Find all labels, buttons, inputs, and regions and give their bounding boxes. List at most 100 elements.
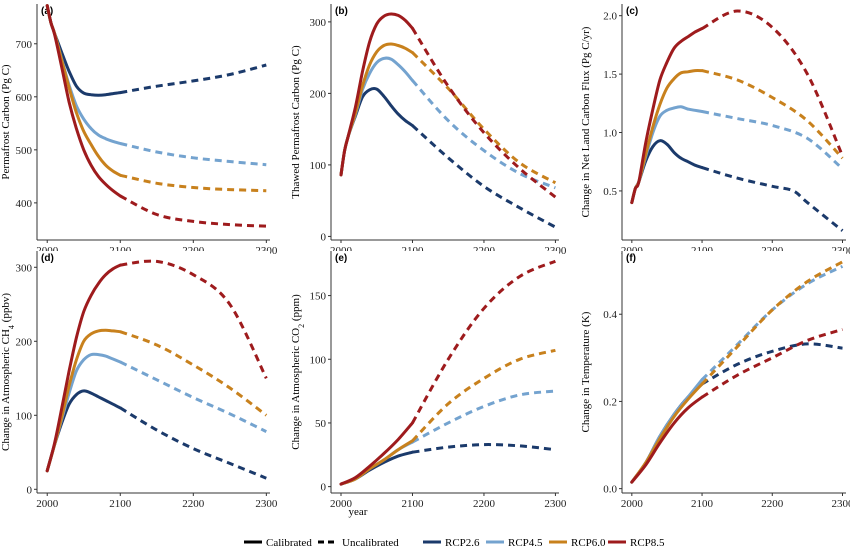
series-lines [45,4,267,228]
series-lines [630,260,844,484]
series-rcp85-uncalibrated-line [411,27,557,199]
series-rcp85-calibrated-line [339,12,414,177]
y-tick-label: 300 [310,17,327,29]
plot-area [331,251,559,493]
y-tick-label: 0.5 [603,186,617,198]
y-tick-label: 0 [321,231,327,243]
panel-tag: (d) [41,253,54,264]
x-tick-label: 2300 [544,498,567,510]
x-tick-label: 2000 [330,498,353,510]
y-tick-label: 0 [27,484,33,496]
panel-tag: (c) [626,6,638,17]
series-rcp85-uncalibrated-line [119,194,267,228]
x-tick-label: 2200 [761,498,784,510]
legend-rcp60-label: RCP6.0 [571,537,606,546]
y-tick-label: 100 [16,410,33,422]
y-tick-label: 100 [310,160,327,172]
series-rcp26-uncalibrated-line [701,342,843,386]
y-tick-label: 0.4 [603,309,617,321]
series-rcp85-uncalibrated-line [701,328,843,399]
series-lines [339,12,557,229]
x-tick-label: 2100 [109,498,132,510]
series-rcp60-uncalibrated-line [411,348,556,442]
series-lines [630,9,844,232]
panel-e: 0 50 100 150 2000 2100 2200 2300 (e) Change in At… [290,251,567,510]
y-tick-label: 50 [315,418,327,430]
series-rcp45-uncalibrated-line [119,142,267,167]
x-axis-label: year [349,506,368,518]
y-axis-label: Change in Atmospheric CO2 (ppm) [290,294,306,450]
series-rcp85-calibrated-line [339,421,414,486]
y-tick-label: 150 [310,291,327,303]
series-lines [339,259,556,486]
plot-area [331,4,559,240]
series-rcp45-uncalibrated-line [411,79,556,190]
panels: 4005006007002000210022002300(a)Permafros… [0,4,850,510]
y-tick-label: 200 [16,336,33,348]
legend-rcp26-label: RCP2.6 [445,537,480,546]
y-tick-label: 100 [310,354,327,366]
y-tick-label: 200 [310,88,327,100]
y-tick-label: 400 [16,198,33,210]
series-rcp26-uncalibrated-line [411,124,557,229]
y-axis-label: Permafrost Carbon (Pg C) [0,64,12,180]
series-rcp85-uncalibrated-line [701,9,844,157]
series-rcp60-uncalibrated-line [119,173,267,193]
series-rcp45-uncalibrated-line [411,389,556,444]
series-rcp85-calibrated-line [630,395,704,484]
y-tick-label: 600 [16,92,33,104]
y-axis-label: Thawed Permafrost Carbon (Pg C) [290,45,302,199]
legend-uncalibrated-label: Uncalibrated [342,537,399,546]
y-tick-label: 0.0 [603,484,617,496]
x-tick-label: 2100 [691,498,714,510]
series-rcp26-uncalibrated-line [119,406,267,480]
panel-a: 4005006007002000210022002300(a)Permafros… [0,4,278,257]
y-axis-label: Change in Temperature (K) [580,311,592,432]
panel-d: 0 100 200 300 2000 2100 2200 2300 (d) Change in A… [0,251,278,510]
panel-tag: (f) [626,253,636,264]
y-tick-label: 1.0 [603,128,617,140]
plot-area [622,251,846,493]
x-tick-label: 2100 [401,498,424,510]
series-lines [45,259,268,480]
y-axis-label: Change in Net Land Carbon Flux (Pg C/yr) [580,26,592,217]
series-rcp26-uncalibrated-line [120,63,267,95]
legend: Calibrated Uncalibrated RCP2.6 RCP4.5 RC… [244,537,665,546]
series-rcp85-calibrated-line [45,4,122,198]
x-tick-label: 2300 [255,498,278,510]
series-rcp60-uncalibrated-line [701,69,844,160]
y-tick-label: 300 [16,262,33,274]
series-rcp45-uncalibrated-line [119,360,267,433]
y-tick-label: 0 [321,482,327,494]
y-tick-label: 700 [16,39,33,51]
x-tick-label: 2200 [182,498,205,510]
series-rcp85-uncalibrated-line [120,259,268,379]
series-rcp60-uncalibrated-line [701,260,844,386]
panel-f: 0.0 0.2 0.4 2000 2100 2200 2300 (f) Change in Te… [580,251,850,510]
plot-area [622,4,846,240]
series-rcp85-calibrated-line [630,27,704,205]
y-tick-label: 2.0 [603,11,617,23]
x-tick-label: 2000 [36,498,59,510]
y-tick-label: 0.2 [603,396,617,408]
x-tick-label: 2000 [621,498,644,510]
series-rcp60-uncalibrated-line [119,330,268,417]
series-rcp26-uncalibrated-line [701,166,844,232]
y-axis-label: Change in Atmospheric CH4 (ppbv) [0,293,16,451]
legend-rcp45-label: RCP4.5 [508,537,543,546]
panel-tag: (e) [335,253,347,264]
series-rcp26-uncalibrated-line [412,443,556,454]
legend-rcp85-label: RCP8.5 [630,537,665,546]
plot-area [37,4,270,240]
y-tick-label: 1.5 [603,69,617,81]
y-tick-label: 500 [16,145,33,157]
legend-calibrated-label: Calibrated [266,537,312,546]
series-rcp85-uncalibrated-line [411,259,556,424]
x-tick-label: 2200 [473,498,496,510]
x-tick-label: 2300 [831,498,850,510]
series-rcp45-uncalibrated-line [701,110,844,170]
series-rcp85-calibrated-line [45,263,122,473]
